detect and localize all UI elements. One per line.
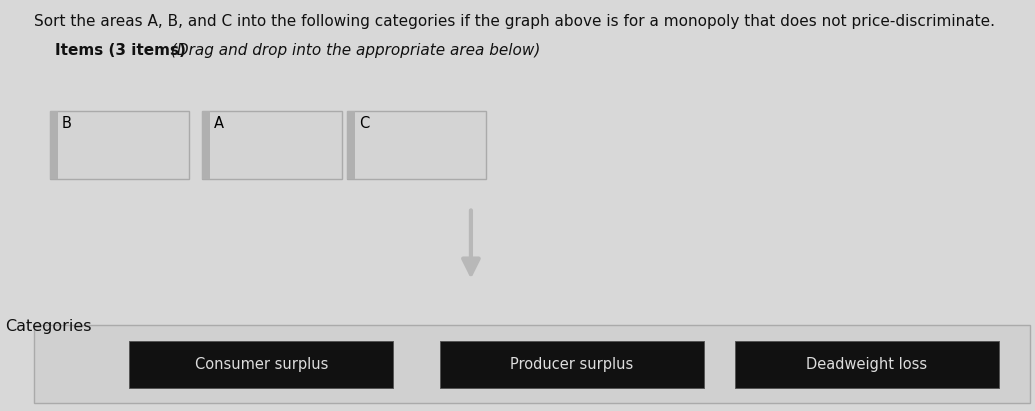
Bar xyxy=(202,111,210,179)
Text: A: A xyxy=(214,116,225,131)
Bar xyxy=(347,111,355,179)
Bar xyxy=(129,341,393,388)
Bar xyxy=(34,325,1030,403)
Bar xyxy=(50,111,189,179)
Text: Consumer surplus: Consumer surplus xyxy=(195,357,328,372)
Bar xyxy=(50,111,58,179)
Text: Producer surplus: Producer surplus xyxy=(510,357,633,372)
Bar xyxy=(735,341,999,388)
Text: Categories: Categories xyxy=(5,319,92,333)
Text: C: C xyxy=(359,116,369,131)
Bar xyxy=(347,111,486,179)
Text: Sort the areas A, B, and C into the following categories if the graph above is f: Sort the areas A, B, and C into the foll… xyxy=(34,14,996,29)
Text: B: B xyxy=(62,116,72,131)
Text: (Drag and drop into the appropriate area below): (Drag and drop into the appropriate area… xyxy=(166,43,540,58)
Bar xyxy=(202,111,342,179)
Text: Items (3 items): Items (3 items) xyxy=(55,43,185,58)
Text: Deadweight loss: Deadweight loss xyxy=(806,357,927,372)
Bar xyxy=(440,341,704,388)
